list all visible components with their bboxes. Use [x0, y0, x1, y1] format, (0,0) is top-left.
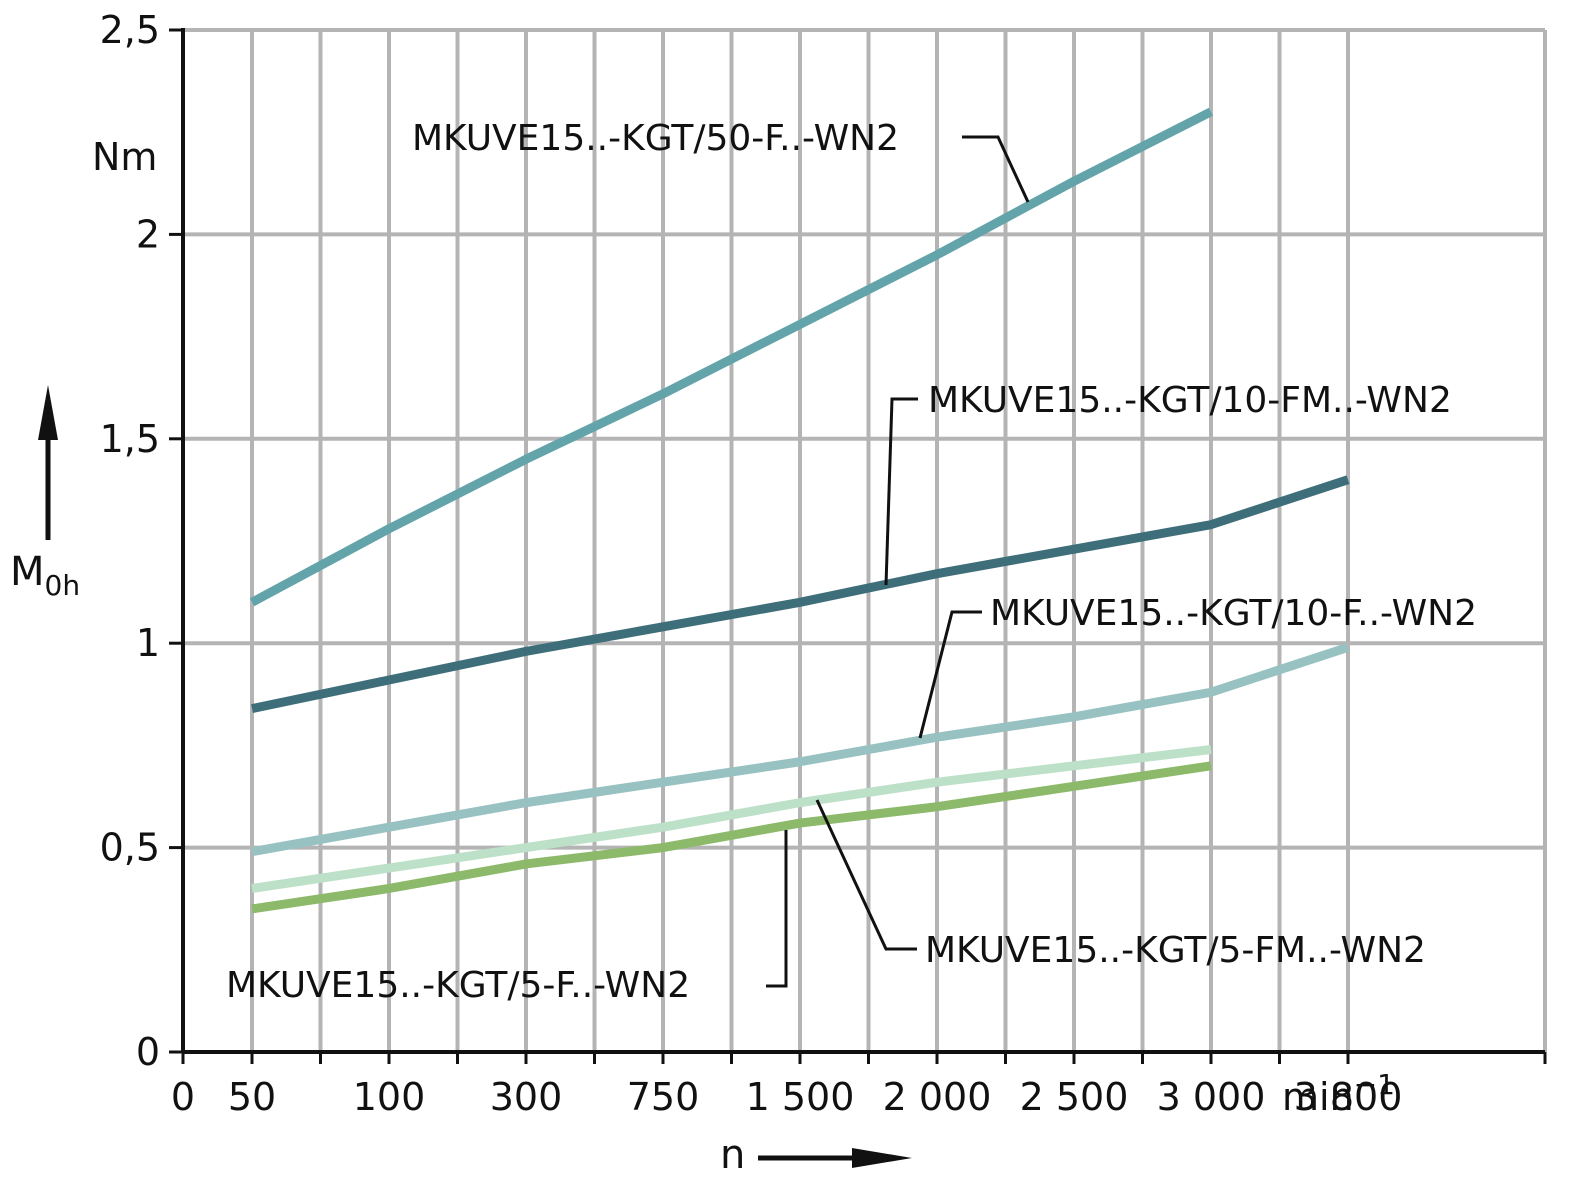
series-labels: MKUVE15..-KGT/50-F..-WN2 MKUVE15..-KGT/10…: [226, 118, 1477, 1006]
series-label-mkuve15-kgt-10-fm-wn2: MKUVE15..-KGT/10-FM..-WN2: [928, 380, 1452, 421]
y-tick-label-2: 2: [136, 212, 160, 256]
axes: [181, 28, 1545, 1054]
leader-line-mkuve15-kgt-10-f-wn2: [918, 610, 982, 739]
y-tick-labels: 0 0,5 1 1,5 2 2,5: [100, 8, 183, 1074]
leader-line-mkuve15-kgt-5-fm-wn2: [815, 799, 917, 951]
y-axis-title: M0h: [10, 385, 80, 602]
y-tick-label-1-5: 1,5: [100, 417, 160, 461]
series-line-mkuve15-kgt-10-fm-wn2: [251, 475, 1350, 714]
series-line-mkuve15-kgt-5-fm-wn2: [251, 745, 1212, 893]
x-tick-label-50: 50: [228, 1075, 276, 1119]
y-tick-label-2-5: 2,5: [100, 8, 160, 52]
x-tick-labels: 0 50 100 300 750 1 500 2 000 2 500 3 000 3 800: [171, 1052, 1547, 1119]
series-line-mkuve15-kgt-10-f-wn2: [251, 643, 1350, 857]
y-arrow-head: [38, 385, 58, 440]
x-tick-label-0: 0: [171, 1075, 195, 1119]
y-tick-label-0: 0: [136, 1030, 160, 1074]
x-tick-label-3-000: 3 000: [1157, 1075, 1266, 1119]
y-axis-unit: Nm: [92, 135, 157, 179]
leader-line-mkuve15-kgt-10-fm-wn2: [884, 397, 918, 586]
x-axis-unit: min−1: [1282, 1068, 1395, 1119]
x-tick-label-300: 300: [490, 1075, 563, 1119]
y-axis-label: M0h: [10, 549, 80, 602]
x-tick-label-750: 750: [627, 1075, 700, 1119]
horizontal-gridlines: [183, 28, 1545, 850]
series-label-mkuve15-kgt-5-fm-wn2: MKUVE15..-KGT/5-FM..-WN2: [925, 930, 1426, 971]
leader-line-mkuve15-kgt-50-f-wn2: [962, 135, 1030, 203]
series-label-mkuve15-kgt-5-f-wn2: MKUVE15..-KGT/5-F..-WN2: [226, 965, 690, 1006]
series-line-mkuve15-kgt-5-f-wn2: [251, 761, 1212, 914]
x-tick-label-2-000: 2 000: [883, 1075, 992, 1119]
series-label-mkuve15-kgt-10-f-wn2: MKUVE15..-KGT/10-F..-WN2: [990, 593, 1477, 634]
leader-line-mkuve15-kgt-5-f-wn2: [766, 830, 788, 988]
y-tick-label-1: 1: [136, 621, 160, 665]
x-tick-label-1-500: 1 500: [746, 1075, 855, 1119]
data-series: [249, 107, 1350, 914]
series-label-mkuve15-kgt-50-f-wn2: MKUVE15..-KGT/50-F..-WN2: [412, 118, 899, 159]
leader-lines: [766, 135, 1030, 988]
x-tick-label-2-500: 2 500: [1020, 1075, 1129, 1119]
x-arrow-head: [852, 1148, 912, 1168]
x-axis-title: n: [720, 1132, 912, 1178]
vertical-gridlines: [250, 30, 1547, 1052]
x-tick-label-3-800: 3 800: [1294, 1075, 1403, 1119]
x-axis-label: n: [720, 1132, 745, 1178]
y-tick-label-0-5: 0,5: [100, 826, 160, 870]
x-tick-label-100: 100: [353, 1075, 426, 1119]
series-line-mkuve15-kgt-50-f-wn2: [249, 107, 1214, 607]
